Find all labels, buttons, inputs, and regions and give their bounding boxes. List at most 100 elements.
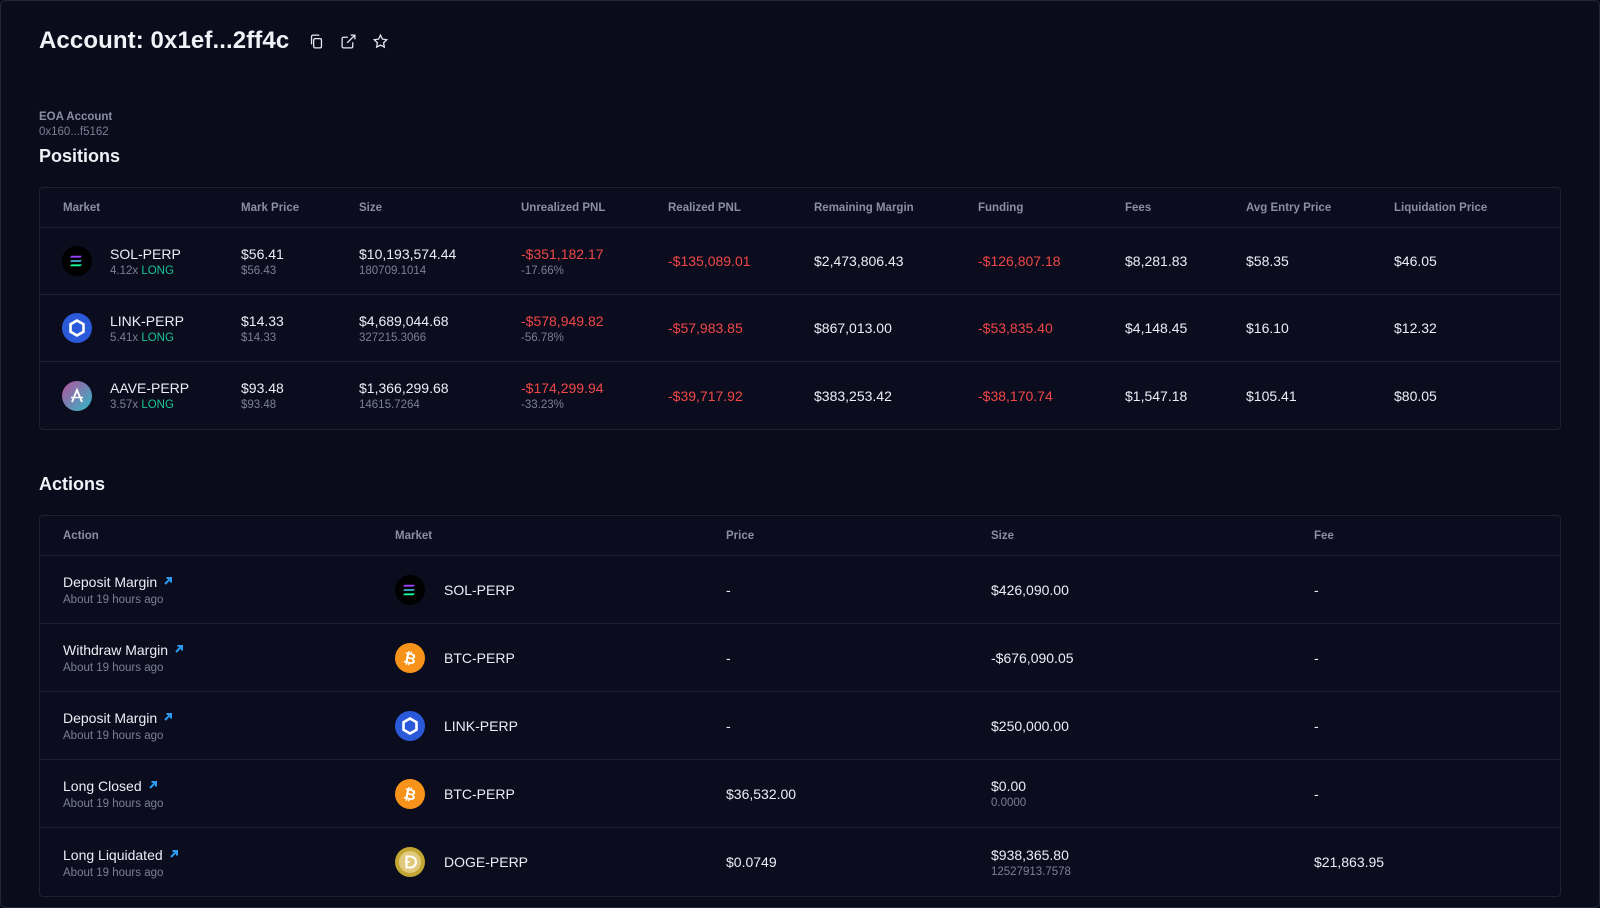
realized-pnl-cell: -$135,089.01 [668,228,751,294]
action-link[interactable]: Deposit Margin [63,709,173,727]
position-size-base: 327215.3066 [359,331,427,344]
action-cell: Withdraw Margin About 19 hours ago [63,624,184,691]
liquidation-price: $46.05 [1394,253,1437,269]
mark-price-cell: $56.41 $56.43 [241,228,284,294]
remaining-margin: $2,473,806.43 [814,253,904,269]
external-arrow-icon[interactable] [148,777,158,795]
action-link[interactable]: Long Closed [63,777,163,795]
action-type: Long Closed [63,778,142,794]
position-row[interactable]: AAVE-PERP 3.57x LONG $93.48 $93.48 $1,36… [40,362,1560,429]
action-market[interactable]: SOL-PERP [395,556,515,623]
position-market[interactable]: LINK-PERP 5.41x LONG [62,295,184,361]
liquidation-cell: $46.05 [1394,228,1437,294]
action-type: Long Liquidated [63,846,163,863]
position-size: $4,689,044.68 [359,312,449,329]
external-arrow-icon[interactable] [169,846,179,864]
action-row: Long Closed About 19 hours ago ₿ BTC-PER… [40,760,1560,828]
star-icon[interactable] [371,32,389,50]
col-liquidation-price: Liquidation Price [1394,202,1488,214]
position-side: LONG [141,331,174,344]
action-link[interactable]: Long Liquidated [63,846,179,864]
action-type: Deposit Margin [63,574,158,590]
action-link[interactable]: Withdraw Margin [63,641,184,659]
action-time: About 19 hours ago [63,866,164,879]
external-arrow-icon[interactable] [174,641,184,659]
unrealized-pnl-pct: -56.78% [521,331,564,344]
external-arrow-icon[interactable] [163,573,173,591]
avg-entry-price: $105.41 [1246,387,1297,404]
account-page: Account: 0x1ef...2ff4c EOA Account 0x160… [39,24,1561,897]
leverage-value: 3.57x [110,399,139,411]
action-fee: - [1314,717,1319,734]
market-name: LINK-PERP [110,312,184,329]
position-size: $1,366,299.68 [359,380,449,396]
liquidation-cell: $80.05 [1394,362,1437,429]
action-size-cell: $938,365.80 12527913.7578 [991,828,1071,896]
action-link[interactable]: Deposit Margin [63,573,173,591]
action-price: - [726,581,731,598]
liquidation-price: $80.05 [1394,387,1437,404]
action-size-cell: $250,000.00 [991,692,1069,759]
action-market[interactable]: DOGE-PERP [395,828,528,896]
doge-coin-icon [395,847,425,877]
btc-coin-icon: ₿ [395,778,425,809]
action-price-cell: $36,532.00 [726,760,796,827]
liquidation-cell: $12.32 [1394,295,1437,361]
action-market[interactable]: ₿ BTC-PERP [395,760,515,827]
action-fee: - [1314,649,1319,666]
position-leverage: 5.41x LONG [110,332,184,344]
action-time: About 19 hours ago [63,662,164,674]
col-realized-pnl: Realized PNL [668,202,741,214]
svg-text:₿: ₿ [402,648,418,668]
realized-pnl: -$39,717.92 [668,387,743,404]
col-size: Size [991,530,1015,542]
remaining-margin: $867,013.00 [814,320,892,336]
action-cell: Long Closed About 19 hours ago [63,760,163,827]
leverage-value: 5.41x [110,331,139,344]
oracle-price: $56.43 [241,264,277,277]
action-time: About 19 hours ago [63,798,164,810]
action-time: About 19 hours ago [63,730,164,742]
position-market[interactable]: SOL-PERP 4.12x LONG [62,228,181,294]
external-arrow-icon[interactable] [163,709,173,727]
leverage-value: 4.12x [110,264,139,277]
position-row[interactable]: LINK-PERP 5.41x LONG $14.33 $14.33 $4,68… [40,295,1560,362]
unrealized-pnl: -$351,182.17 [521,245,604,262]
action-fee-cell: - [1314,624,1319,691]
realized-pnl-cell: -$39,717.92 [668,362,743,429]
market-name: SOL-PERP [110,245,181,262]
unrealized-pnl-cell: -$174,299.94 -33.23% [521,362,604,429]
action-fee: $21,863.95 [1314,854,1385,870]
action-market[interactable]: ₿ BTC-PERP [395,624,515,691]
market-name: SOL-PERP [444,581,515,598]
remaining-margin-cell: $2,473,806.43 [814,228,904,294]
position-leverage: 3.57x LONG [110,399,189,411]
copy-icon[interactable] [307,32,325,50]
col-fees: Fees [1125,202,1152,214]
col-action: Action [63,530,99,542]
mark-price: $56.41 [241,245,284,262]
action-price: $0.0749 [726,854,777,870]
position-size-base: 14615.7264 [359,399,420,411]
unrealized-pnl: -$174,299.94 [521,380,604,396]
action-cell: Deposit Margin About 19 hours ago [63,692,173,759]
col-price: Price [726,530,755,542]
funding-cell: -$126,807.18 [978,228,1061,294]
size-cell: $10,193,574.44 180709.1014 [359,228,456,294]
action-row: Deposit Margin About 19 hours ago LINK-P… [40,692,1560,760]
actions-header: Action Market Price Size Fee [40,516,1560,556]
oracle-price: $14.33 [241,331,277,344]
mark-price-cell: $93.48 $93.48 [241,362,284,429]
col-market: Market [63,202,101,214]
eoa-address[interactable]: 0x160...f5162 [39,126,109,138]
position-market[interactable]: AAVE-PERP 3.57x LONG [62,362,189,429]
col-mark-price: Mark Price [241,202,300,214]
action-size: $250,000.00 [991,717,1069,734]
position-row[interactable]: SOL-PERP 4.12x LONG $56.41 $56.43 $10,19… [40,228,1560,295]
action-fee-cell: - [1314,556,1319,623]
action-market[interactable]: LINK-PERP [395,692,518,759]
external-link-icon[interactable] [339,32,357,50]
fees-cell: $1,547.18 [1125,362,1187,429]
action-row: Deposit Margin About 19 hours ago SOL-PE… [40,556,1560,624]
fees: $8,281.83 [1125,253,1188,269]
